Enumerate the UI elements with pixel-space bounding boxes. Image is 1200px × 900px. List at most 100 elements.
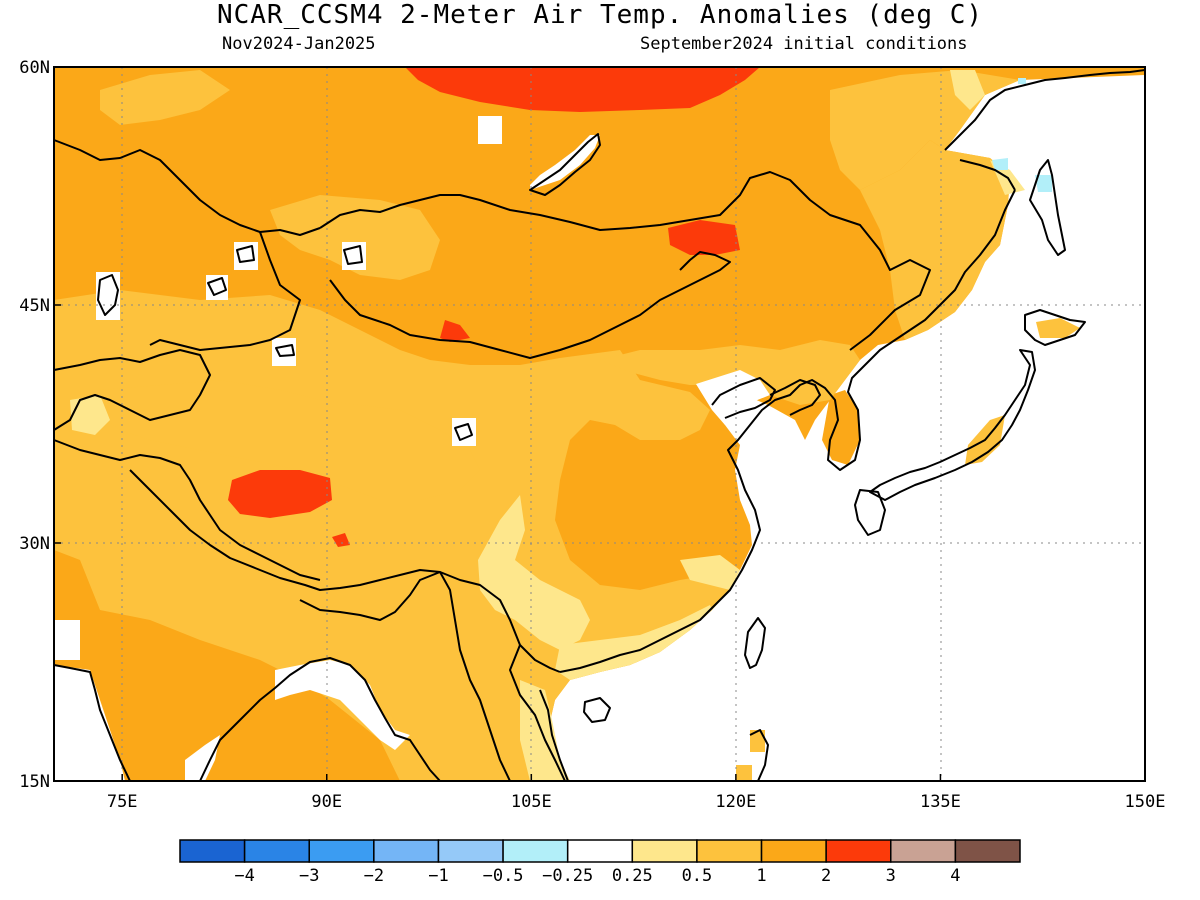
legend-swatch — [631, 839, 698, 863]
legend-swatch — [437, 839, 504, 863]
legend-swatch — [890, 839, 957, 863]
grid-lines — [54, 67, 1145, 781]
legend-label: −2 — [364, 866, 384, 886]
x-tick-label: 105E — [511, 792, 552, 812]
hokkaido-island — [1024, 309, 1086, 346]
legend-swatch — [308, 839, 375, 863]
korea-anomaly — [822, 390, 860, 465]
legend-label: 0.25 — [612, 866, 653, 886]
y-tick-label: 15N — [19, 772, 50, 792]
vietnam-border — [509, 644, 566, 782]
zone-sakhalin-cyan — [1035, 175, 1052, 192]
india-south-east — [185, 735, 220, 781]
luzon-anomaly — [736, 765, 752, 781]
zone-south-coast-yellow — [555, 605, 712, 680]
legend-labels: −4 −3 −2 −1 −0.5 −0.25 0.25 0.5 1 2 3 4 — [234, 866, 960, 886]
arabian-patch — [54, 620, 80, 660]
indochina-coast — [539, 689, 569, 782]
china-kazakh-border — [149, 231, 301, 351]
y-tick-label: 60N — [19, 58, 50, 78]
zone-gobi-red — [440, 320, 470, 342]
bengal-coast — [275, 660, 410, 750]
legend-label: 3 — [886, 866, 896, 886]
y-tick-label: 45N — [19, 296, 50, 316]
legend-label: −1 — [428, 866, 448, 886]
south-china-coast — [559, 189, 1016, 673]
bohai-sea — [696, 370, 770, 425]
legend-label: 2 — [821, 866, 831, 886]
legend-label: −3 — [299, 866, 319, 886]
zone-siberia-red — [405, 67, 760, 112]
okhotsk-coast — [944, 69, 1146, 151]
legend-label: 4 — [950, 866, 960, 886]
afghan-border — [53, 439, 321, 581]
issyk-outline — [275, 344, 295, 357]
india-west-coast-line — [53, 664, 131, 782]
qinghai-lake — [452, 418, 476, 446]
aral-patch — [478, 116, 502, 144]
legend-label: 0.5 — [682, 866, 713, 886]
russia-kazakh-border — [53, 139, 321, 236]
baikal-outline — [529, 133, 601, 196]
taiwan-anomaly — [750, 730, 765, 752]
zone-manchuria — [860, 140, 1010, 340]
zaysan-outline — [236, 245, 255, 263]
hainan-island — [583, 697, 611, 723]
himalaya-border — [129, 469, 441, 591]
legend-swatch — [566, 839, 634, 863]
lake-masks — [54, 116, 770, 781]
zone-tajik-yellow — [70, 395, 110, 435]
amur-coast — [959, 159, 1016, 191]
legend-swatch — [696, 839, 763, 863]
bengal-coast-line — [199, 657, 441, 782]
mongolia-south-border — [329, 251, 731, 359]
zone-mongolia-west — [270, 195, 440, 280]
x-tick-label: 90E — [311, 792, 342, 812]
map-frame — [53, 66, 1146, 782]
zone-tibet-red — [228, 470, 332, 518]
balkhash-outline — [207, 277, 227, 296]
legend-label: −0.25 — [542, 866, 593, 886]
zone-vietnam-yellow — [520, 680, 570, 781]
legend-swatch — [954, 839, 1021, 863]
x-tick-label: 75E — [107, 792, 138, 812]
zone-tarim — [100, 380, 480, 500]
central-asia-borders — [53, 349, 211, 431]
y-axis-ticks: 15N 30N 45N 60N — [19, 58, 61, 792]
legend-boxes — [179, 839, 1021, 863]
legend-label: 1 — [756, 866, 766, 886]
legend-swatch — [373, 839, 440, 863]
legend-label: −0.5 — [483, 866, 524, 886]
zone-manchuria-red — [668, 220, 740, 255]
hokkaido-anomaly — [1036, 318, 1080, 338]
x-axis-ticks: 75E 90E 105E 120E 135E 150E — [107, 774, 1165, 812]
initial-conditions: September2024 initial conditions — [640, 34, 968, 54]
legend-swatch — [179, 839, 246, 863]
legend-label: −4 — [234, 866, 254, 886]
shandong-coast — [711, 377, 776, 419]
zone-east-china-yellow — [680, 555, 740, 590]
zone-okhotsk-cyan — [992, 158, 1008, 170]
legend-swatch — [502, 839, 569, 863]
myanmar-china-border — [439, 571, 561, 673]
sakhalin-island — [1029, 159, 1066, 256]
zone-tibet-red-small — [332, 533, 350, 547]
map-title: NCAR_CCSM4 2-Meter Air Temp. Anomalies (… — [216, 0, 984, 30]
india-west-coast — [54, 665, 125, 781]
x-tick-label: 120E — [715, 792, 756, 812]
zone-kamchatka-cyan — [1018, 78, 1026, 84]
legend-swatch — [243, 839, 310, 863]
kyushu-island — [854, 489, 886, 536]
coastlines — [53, 69, 1146, 782]
zone-west-siberia — [100, 70, 230, 125]
taiwan-island — [744, 617, 766, 669]
forecast-period: Nov2024-Jan2025 — [222, 34, 376, 54]
anomaly-field — [54, 67, 1145, 781]
x-tick-label: 135E — [920, 792, 961, 812]
mongolia-border — [319, 171, 931, 351]
uvs-outline — [343, 245, 363, 265]
legend-swatch — [760, 839, 827, 863]
caspian-outline — [97, 274, 119, 316]
